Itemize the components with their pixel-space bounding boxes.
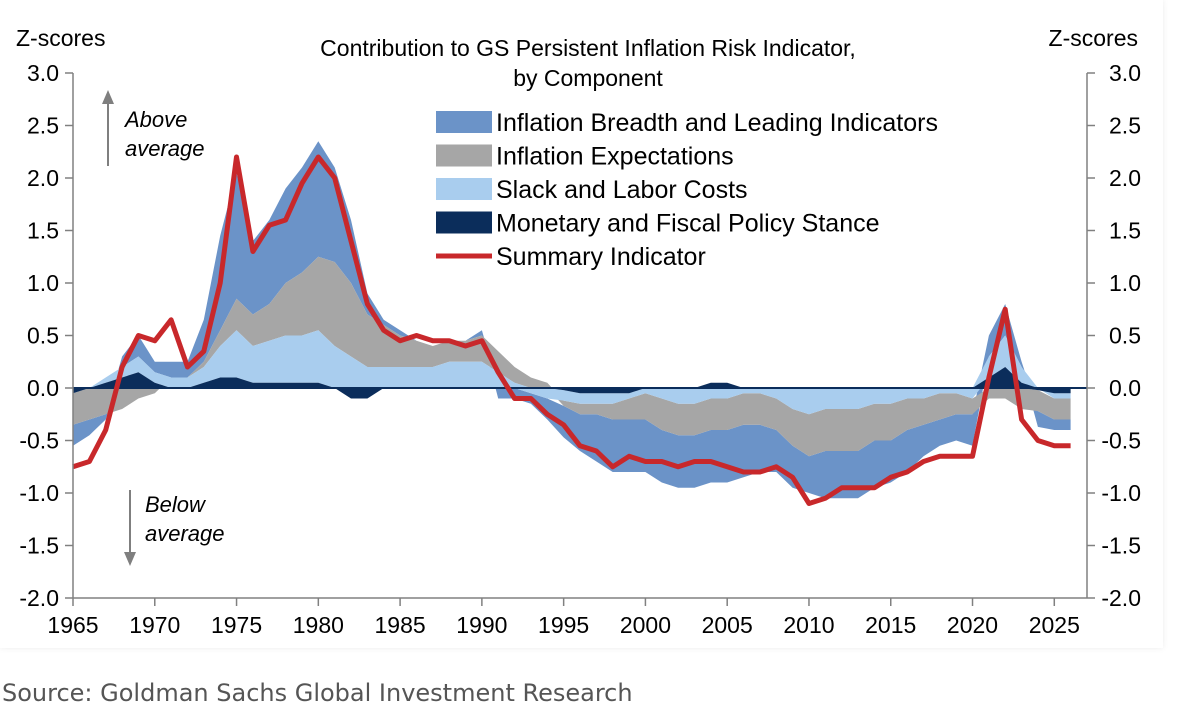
y-tick-label-right: 1.5 [1109,218,1141,244]
below-average-annotation: Below average [124,490,225,566]
y-tick-label-right: 2.0 [1109,165,1141,191]
chart: 3.0 2.5 2.0 1.5 1.0 0.5 0.0 -0.5 -1.0 -1.5 -2.0 3.… [16,25,1141,638]
legend-swatch [436,144,492,167]
chart-title-line1: Contribution to GS Persistent Inflation … [320,35,856,61]
y-tick-label-left: 2.0 [27,165,59,191]
y-tick-label-right: -2.0 [1101,585,1141,611]
above-average-annotation: Above average [102,90,205,166]
y-tick-label-left: 2.5 [27,113,59,139]
legend-swatch [436,211,492,234]
x-tick-label: 1985 [375,612,426,638]
x-tick-label: 2025 [1029,612,1080,638]
below-label-line1: Below [145,492,207,517]
stacked-areas [73,141,1071,499]
y-tick-label-right: 0.0 [1109,375,1141,401]
up-arrow-head-icon [102,90,114,104]
y-tick-label-left: -2.0 [19,585,59,611]
above-label-line2: average [125,136,205,161]
area-inflation-expectations [73,256,1071,457]
y-tick-label-left: -1.5 [19,533,59,559]
chart-title-line2: by Component [513,65,663,91]
y-tick-label-left: 3.0 [27,60,59,86]
x-tick-label: 1965 [47,612,98,638]
x-tick-label: 2015 [865,612,916,638]
x-ticks: 1965 1970 1975 1980 1985 1990 1995 2000 2005 2010… [47,598,1080,638]
summary-indicator-line [72,154,1071,506]
area-inflation-breadth-and-leading-indicators [73,141,1071,499]
legend-swatch [436,111,492,133]
x-tick-label: 1980 [293,612,344,638]
y-tick-label-right: 3.0 [1109,60,1141,86]
y-ticks-left: 3.0 2.5 2.0 1.5 1.0 0.5 0.0 -0.5 -1.0 -1.5 -2.0 [19,60,73,611]
y-right-label: Z-scores [1049,25,1138,51]
area-slack-and-labor-costs [73,330,1071,415]
y-tick-label-left: -1.0 [19,480,59,506]
legend-label: Inflation Breadth and Leading Indicators [496,109,938,137]
legend-label: Summary Indicator [496,243,706,271]
y-tick-label-left: 0.0 [27,375,59,401]
y-ticks-right: 3.0 2.5 2.0 1.5 1.0 0.5 0.0 -0.5 -1.0 -1.5 -2.0 [1087,60,1141,611]
legend-label: Slack and Labor Costs [496,176,748,204]
y-tick-label-right: 1.0 [1109,270,1141,296]
y-tick-label-right: -1.5 [1101,533,1141,559]
x-tick-label: 1975 [211,612,262,638]
legend-label: Inflation Expectations [496,143,734,171]
y-tick-label-left: 0.5 [27,323,59,349]
x-tick-label: 2000 [620,612,671,638]
x-tick-label: 2010 [783,612,834,638]
legend: Inflation Breadth and Leading Indicators… [436,109,938,271]
y-tick-label-right: -1.0 [1101,480,1141,506]
y-tick-label-left: -0.5 [19,428,59,454]
source-note: Source: Goldman Sachs Global Investment … [2,679,633,707]
y-tick-label-left: 1.0 [27,270,59,296]
down-arrow-head-icon [124,552,136,566]
below-label-line2: average [145,521,225,546]
y-left-label: Z-scores [16,25,105,51]
legend-swatch [436,178,492,200]
y-tick-label-right: 2.5 [1109,113,1141,139]
x-tick-label: 1995 [538,612,589,638]
x-tick-label: 2020 [947,612,998,638]
y-tick-label-right: -0.5 [1101,428,1141,454]
above-label-line1: Above [123,107,187,132]
x-tick-label: 2005 [702,612,753,638]
y-tick-label-left: 1.5 [27,218,59,244]
y-tick-label-right: 0.5 [1109,323,1141,349]
legend-label: Monetary and Fiscal Policy Stance [496,210,880,238]
x-tick-label: 1970 [129,612,180,638]
x-tick-label: 1990 [456,612,507,638]
chart-frame: 3.0 2.5 2.0 1.5 1.0 0.5 0.0 -0.5 -1.0 -1.5 -2.0 3.… [16,25,1141,638]
